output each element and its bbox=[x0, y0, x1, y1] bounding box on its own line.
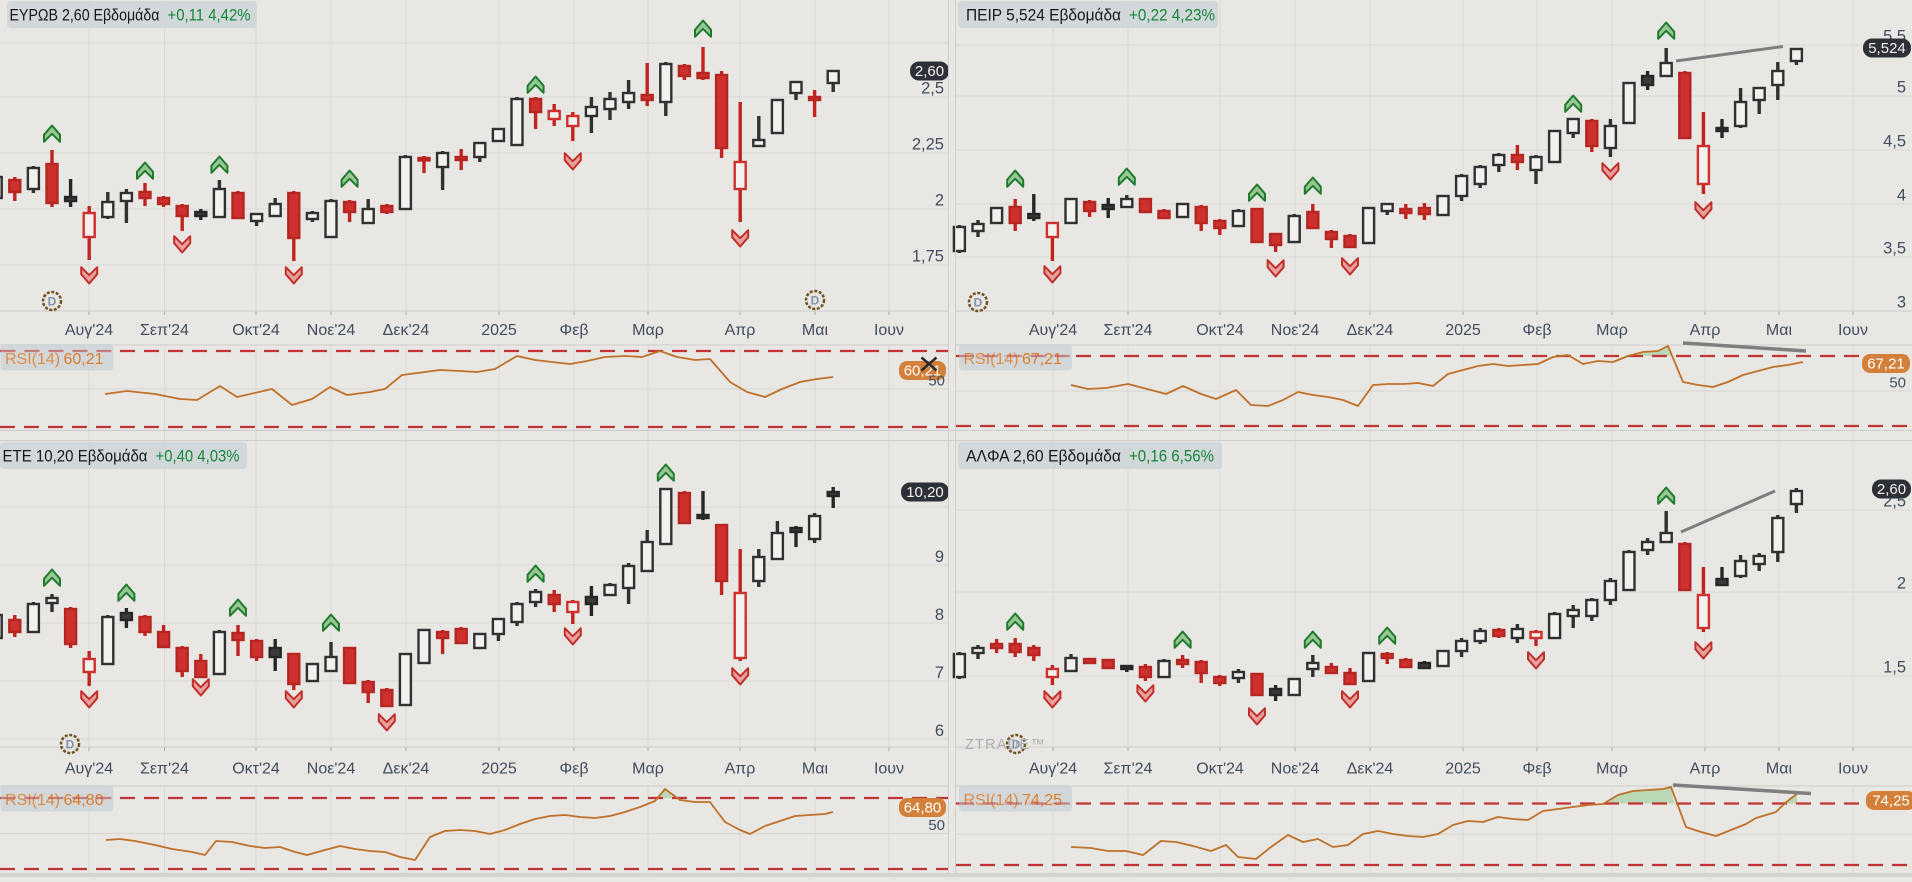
svg-text:ΠΕΙΡ 5,524 Εβδομάδα: ΠΕΙΡ 5,524 Εβδομάδα bbox=[966, 6, 1121, 25]
svg-text:ΕΥΡΩΒ 2,60 Εβδομάδα: ΕΥΡΩΒ 2,60 Εβδομάδα bbox=[10, 6, 160, 25]
svg-text:Φεβ: Φεβ bbox=[1522, 761, 1551, 778]
svg-text:Φεβ: Φεβ bbox=[1522, 322, 1551, 339]
svg-text:Δεκ'24: Δεκ'24 bbox=[1347, 322, 1394, 339]
svg-text:Σεπ'24: Σεπ'24 bbox=[140, 322, 189, 339]
svg-text:2025: 2025 bbox=[481, 322, 517, 339]
svg-text:ZTRADE™: ZTRADE™ bbox=[965, 737, 1046, 753]
svg-text:Ιουν: Ιουν bbox=[1838, 761, 1868, 778]
svg-text:Απρ: Απρ bbox=[725, 761, 756, 778]
svg-text:2: 2 bbox=[1897, 575, 1906, 593]
svg-text:RSI(14)60,21: RSI(14) 60,21 bbox=[5, 351, 104, 368]
svg-text:50: 50 bbox=[1889, 375, 1906, 392]
svg-text:Μαρ: Μαρ bbox=[1596, 761, 1628, 778]
svg-text:Νοε'24: Νοε'24 bbox=[307, 761, 356, 778]
svg-text:Ιουν: Ιουν bbox=[874, 322, 904, 339]
svg-text:50: 50 bbox=[928, 373, 945, 390]
svg-text:2,5: 2,5 bbox=[921, 80, 944, 98]
svg-text:Σεπ'24: Σεπ'24 bbox=[140, 761, 189, 778]
svg-text:1,5: 1,5 bbox=[1883, 659, 1906, 677]
svg-text:4,5: 4,5 bbox=[1883, 133, 1906, 151]
svg-text:RSI(14)74,25: RSI(14) 74,25 bbox=[964, 792, 1063, 809]
svg-text:ΕΤΕ 10,20 Εβδομάδα: ΕΤΕ 10,20 Εβδομάδα bbox=[3, 447, 148, 466]
svg-text:Οκτ'24: Οκτ'24 bbox=[1196, 322, 1244, 339]
svg-text:D: D bbox=[974, 296, 983, 310]
svg-text:+0,40 4,03%: +0,40 4,03% bbox=[156, 447, 240, 466]
svg-text:Οκτ'24: Οκτ'24 bbox=[232, 322, 280, 339]
svg-text:2025: 2025 bbox=[1445, 761, 1481, 778]
svg-text:RSI(14)67,21: RSI(14) 67,21 bbox=[964, 351, 1063, 368]
svg-text:2,60: 2,60 bbox=[915, 63, 944, 80]
svg-text:3,5: 3,5 bbox=[1883, 240, 1906, 258]
svg-text:5,524: 5,524 bbox=[1868, 40, 1906, 57]
svg-text:Αυγ'24: Αυγ'24 bbox=[1029, 761, 1077, 778]
svg-text:Μαι: Μαι bbox=[1766, 322, 1793, 339]
svg-text:Μαρ: Μαρ bbox=[632, 761, 664, 778]
svg-text:+0,16 6,56%: +0,16 6,56% bbox=[1129, 447, 1214, 466]
svg-text:Νοε'24: Νοε'24 bbox=[1271, 322, 1320, 339]
svg-text:Σεπ'24: Σεπ'24 bbox=[1104, 761, 1153, 778]
svg-text:Μαρ: Μαρ bbox=[1596, 322, 1628, 339]
svg-text:+0,11 4,42%: +0,11 4,42% bbox=[168, 6, 251, 25]
svg-text:5: 5 bbox=[1897, 79, 1906, 97]
svg-text:ΑΛΦΑ 2,60 Εβδομάδα: ΑΛΦΑ 2,60 Εβδομάδα bbox=[966, 447, 1121, 466]
svg-text:Φεβ: Φεβ bbox=[559, 761, 588, 778]
svg-text:4: 4 bbox=[1897, 187, 1906, 205]
svg-text:64,80: 64,80 bbox=[904, 800, 942, 817]
svg-text:Ιουν: Ιουν bbox=[874, 761, 904, 778]
svg-text:Αυγ'24: Αυγ'24 bbox=[65, 761, 113, 778]
svg-text:Απρ: Απρ bbox=[725, 322, 756, 339]
svg-text:Αυγ'24: Αυγ'24 bbox=[65, 322, 113, 339]
svg-text:Νοε'24: Νοε'24 bbox=[1271, 761, 1320, 778]
svg-text:Μαι: Μαι bbox=[802, 322, 829, 339]
svg-text:Δεκ'24: Δεκ'24 bbox=[383, 761, 430, 778]
svg-text:2025: 2025 bbox=[481, 761, 517, 778]
svg-text:Μαι: Μαι bbox=[1766, 761, 1793, 778]
svg-text:+0,22 4,23%: +0,22 4,23% bbox=[1129, 6, 1215, 25]
svg-text:1,75: 1,75 bbox=[912, 248, 944, 266]
svg-text:Απρ: Απρ bbox=[1690, 761, 1721, 778]
svg-text:Δεκ'24: Δεκ'24 bbox=[1347, 761, 1394, 778]
svg-text:Μαι: Μαι bbox=[802, 761, 829, 778]
svg-text:6: 6 bbox=[935, 722, 944, 740]
svg-text:2,25: 2,25 bbox=[912, 136, 944, 154]
svg-text:D: D bbox=[66, 738, 75, 752]
svg-text:Φεβ: Φεβ bbox=[559, 322, 588, 339]
svg-text:9: 9 bbox=[935, 548, 944, 566]
svg-text:Ιουν: Ιουν bbox=[1838, 322, 1868, 339]
svg-text:Μαρ: Μαρ bbox=[632, 322, 664, 339]
svg-text:Αυγ'24: Αυγ'24 bbox=[1029, 322, 1077, 339]
svg-text:8: 8 bbox=[935, 606, 944, 624]
svg-text:2,60: 2,60 bbox=[1877, 481, 1906, 498]
svg-text:74,25: 74,25 bbox=[1872, 793, 1910, 810]
svg-text:Δεκ'24: Δεκ'24 bbox=[383, 322, 430, 339]
svg-text:D: D bbox=[1012, 738, 1021, 752]
svg-text:2: 2 bbox=[935, 192, 944, 210]
svg-text:10,20: 10,20 bbox=[906, 484, 944, 501]
svg-text:Σεπ'24: Σεπ'24 bbox=[1104, 322, 1153, 339]
svg-text:67,21: 67,21 bbox=[1867, 356, 1905, 373]
svg-text:Νοε'24: Νοε'24 bbox=[307, 322, 356, 339]
svg-text:Απρ: Απρ bbox=[1690, 322, 1721, 339]
svg-text:Οκτ'24: Οκτ'24 bbox=[232, 761, 280, 778]
svg-text:RSI(14)64,80: RSI(14) 64,80 bbox=[5, 792, 104, 809]
svg-text:D: D bbox=[811, 294, 820, 308]
svg-text:Οκτ'24: Οκτ'24 bbox=[1196, 761, 1244, 778]
svg-text:2025: 2025 bbox=[1445, 322, 1481, 339]
svg-text:3: 3 bbox=[1897, 294, 1906, 312]
svg-text:D: D bbox=[48, 295, 57, 309]
svg-text:7: 7 bbox=[935, 664, 944, 682]
svg-text:50: 50 bbox=[928, 817, 945, 834]
